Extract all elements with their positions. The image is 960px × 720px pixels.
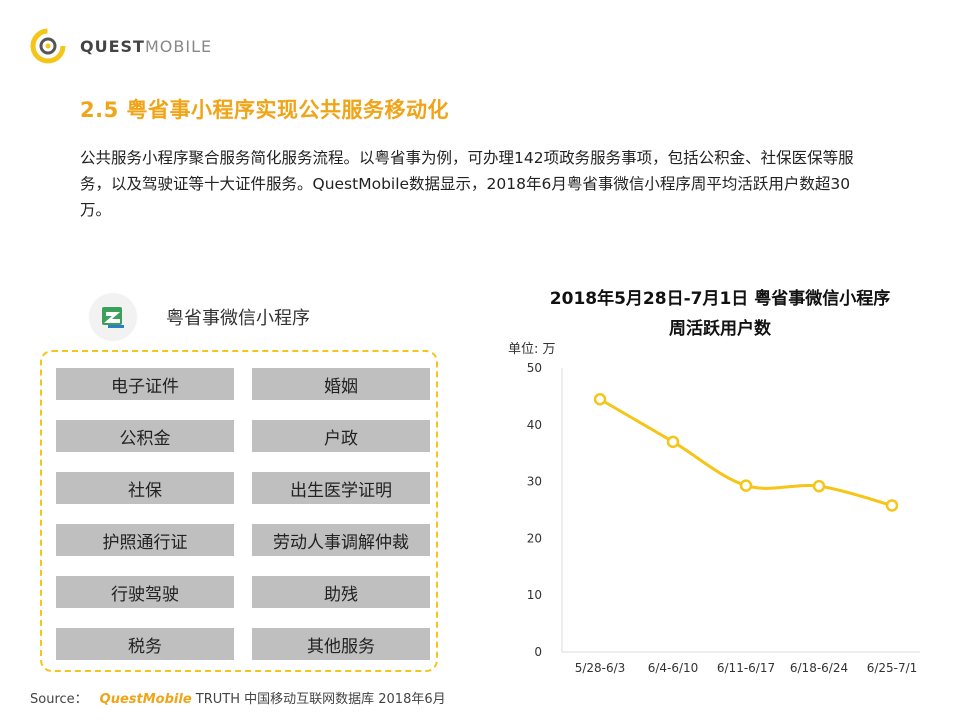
y-tick-label: 30 xyxy=(527,475,542,489)
data-point xyxy=(666,435,680,449)
yue-sheng-shi-app-icon xyxy=(90,294,136,340)
chart-title-line1: 2018年5月28日-7月1日 粤省事微信小程序 xyxy=(549,289,891,309)
service-item: 婚姻 xyxy=(252,368,430,400)
data-point xyxy=(593,392,607,406)
service-item: 出生医学证明 xyxy=(252,472,430,504)
service-item: 劳动人事调解仲裁 xyxy=(252,524,430,556)
x-tick-label: 6/18-6/24 xyxy=(790,661,848,675)
data-point xyxy=(812,479,826,493)
logo-text: QUESTMOBILE xyxy=(80,37,212,56)
service-item: 税务 xyxy=(56,628,234,660)
service-item: 公积金 xyxy=(56,420,234,452)
service-item: 护照通行证 xyxy=(56,524,234,556)
service-item: 社保 xyxy=(56,472,234,504)
app-name: 粤省事微信小程序 xyxy=(166,308,310,329)
logo-text-quest: QUEST xyxy=(80,36,145,56)
y-tick-label: 40 xyxy=(527,418,542,432)
questmobile-logo: QUESTMOBILE xyxy=(28,26,212,66)
source-label: Source： xyxy=(30,692,88,707)
y-tick-label: 10 xyxy=(527,588,542,602)
logo-text-mobile: MOBILE xyxy=(144,36,213,56)
app-header: 粤省事微信小程序 xyxy=(90,294,310,340)
y-tick-label: 50 xyxy=(527,361,542,375)
x-tick-label: 6/11-6/17 xyxy=(717,661,775,675)
service-item: 户政 xyxy=(252,420,430,452)
service-item: 行驶驾驶 xyxy=(56,576,234,608)
x-tick-label: 6/4-6/10 xyxy=(648,661,699,675)
data-point xyxy=(885,499,899,512)
service-grid: 电子证件 婚姻 公积金 户政 社保 出生医学证明 护照通行证 劳动人事调解仲裁 … xyxy=(56,368,430,660)
service-item: 电子证件 xyxy=(56,368,234,400)
x-tick-label: 6/25-7/1 xyxy=(867,661,918,675)
intro-paragraph: 公共服务小程序聚合服务简化服务流程。以粤省事为例，可办理142项政务服务事项，包… xyxy=(80,149,854,219)
chart-title: 2018年5月28日-7月1日 粤省事微信小程序 周活跃用户数 xyxy=(500,284,940,344)
service-list-box: 电子证件 婚姻 公积金 户政 社保 出生医学证明 护照通行证 劳动人事调解仲裁 … xyxy=(40,350,438,672)
service-item: 其他服务 xyxy=(252,628,430,660)
data-point xyxy=(739,479,753,492)
source-text: TRUTH 中国移动互联网数据库 2018年6月 xyxy=(195,692,446,707)
chart-title-line2: 周活跃用户数 xyxy=(669,319,771,339)
y-tick-label: 0 xyxy=(534,645,542,659)
source-brand: QuestMobile xyxy=(99,692,192,707)
y-tick-label: 20 xyxy=(527,531,542,545)
unit-label: 单位: 万 xyxy=(508,342,556,357)
source-note: Source： QuestMobile TRUTH 中国移动互联网数据库 2018… xyxy=(30,688,446,707)
questmobile-logo-icon xyxy=(30,28,66,64)
service-item: 助残 xyxy=(252,576,430,608)
page-title: 2.5 粤省事小程序实现公共服务移动化 xyxy=(80,98,450,122)
x-tick-label: 5/28-6/3 xyxy=(575,661,626,675)
